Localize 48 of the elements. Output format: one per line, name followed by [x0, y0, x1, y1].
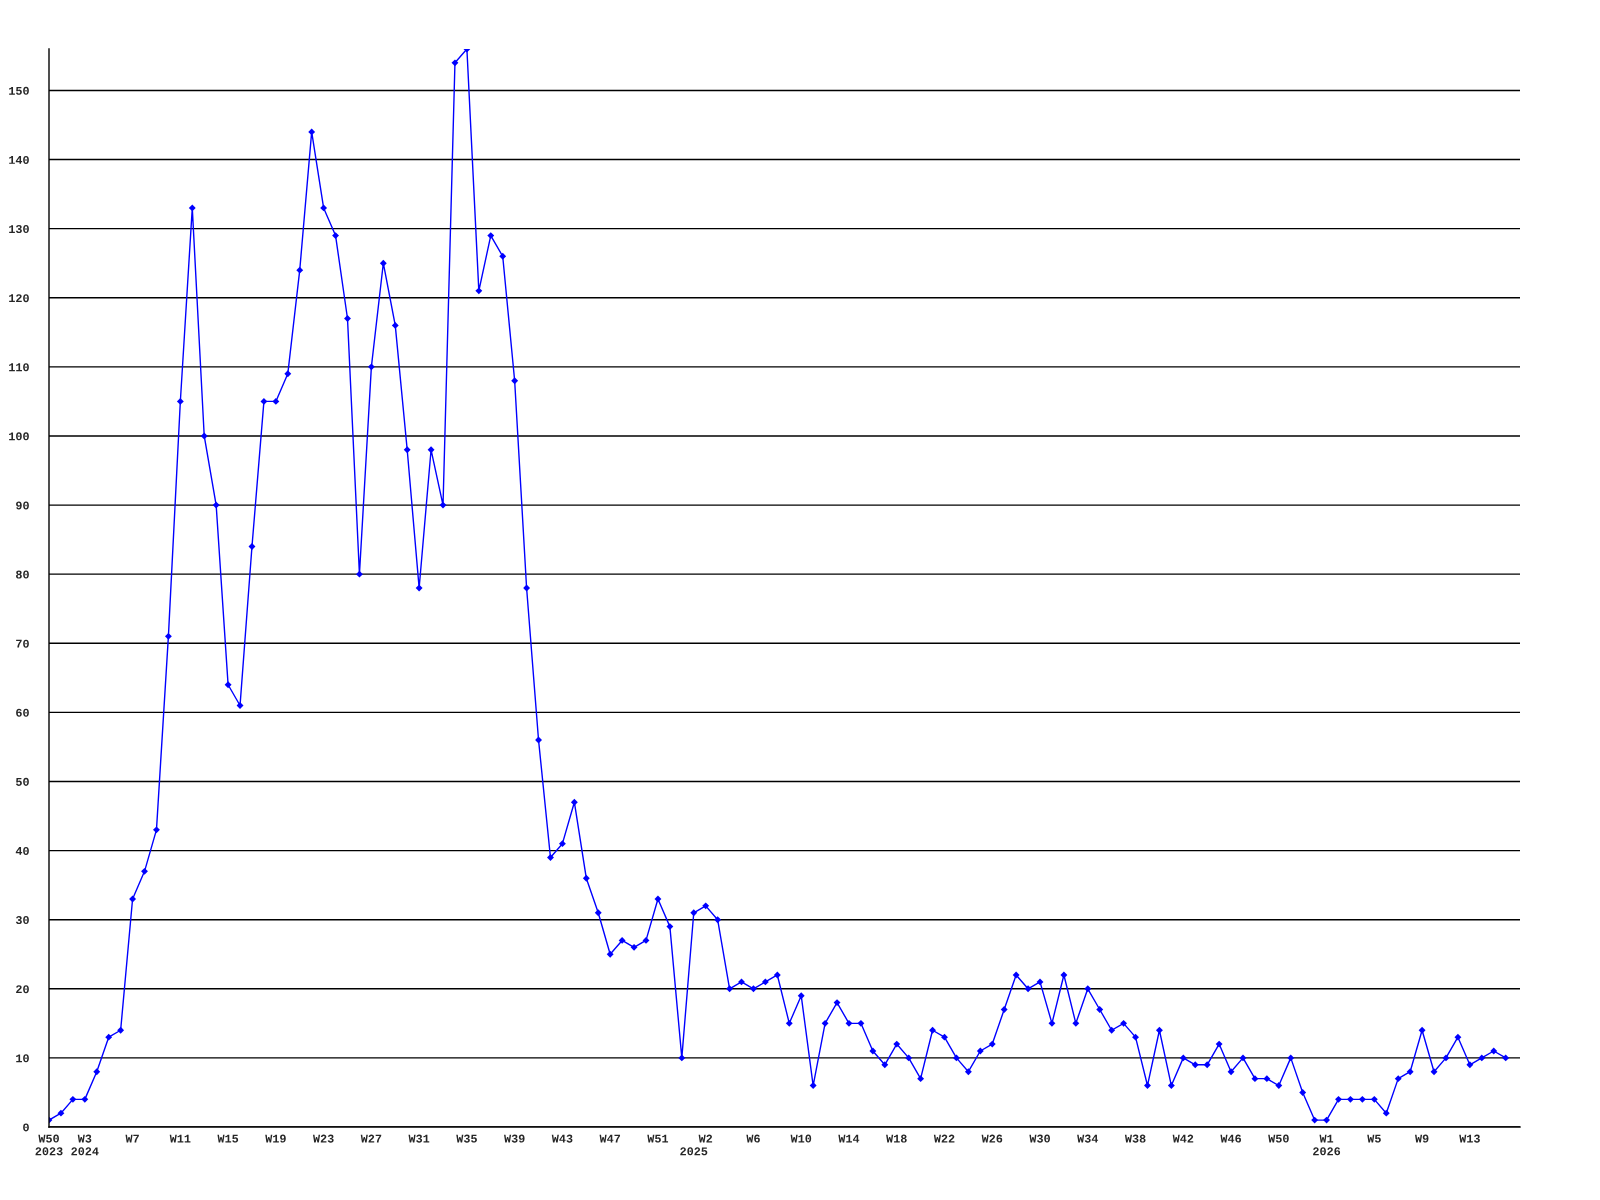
x-tick-label: W46 [1220, 1134, 1242, 1143]
y-tick-label: 110 [9, 363, 29, 372]
x-tick-label: W2 [698, 1134, 713, 1143]
x-tick-label: W7 [125, 1134, 139, 1143]
y-tick-label: 130 [9, 225, 29, 234]
x-tick-label: W31 [408, 1134, 430, 1143]
x-tick-label: W3 2024 [71, 1134, 99, 1156]
y-tick-label: 90 [16, 501, 29, 510]
y-tick-label: 20 [16, 985, 29, 994]
y-tick-label: 50 [15, 777, 29, 786]
x-tick-label: W51 [647, 1134, 669, 1143]
x-tick-label: W6 [746, 1134, 760, 1143]
y-tick-label: 120 [9, 294, 29, 303]
y-tick-label: 140 [9, 155, 29, 164]
x-tick-label: W39 [504, 1134, 525, 1143]
y-tick-label: 70 [16, 639, 29, 648]
y-tick-label: 10 [16, 1054, 29, 1063]
y-tick-label: 0 [23, 1123, 29, 1132]
x-tick-label: W14 [838, 1134, 860, 1143]
x-tick-label: W1 2026 [1313, 1134, 1341, 1156]
x-tick-label: W47 [599, 1134, 621, 1143]
x-tick-label: W10 [790, 1134, 812, 1143]
x-tick-label: W43 [551, 1134, 573, 1143]
y-tick-label: 100 [9, 432, 29, 441]
x-tick-label: W42 [1172, 1134, 1194, 1143]
x-tick-label: W23 [312, 1134, 334, 1143]
x-tick-label: W9 [1415, 1134, 1429, 1143]
y-tick-label: 80 [16, 570, 29, 579]
x-tick-label: W5 [1367, 1134, 1381, 1143]
x-tick-label: W11 [169, 1134, 191, 1143]
x-tick-label: W15 [217, 1134, 239, 1143]
x-tick-label: W34 [1077, 1134, 1099, 1143]
x-tick-label: W18 [886, 1134, 907, 1143]
x-tick-label: W22 [933, 1134, 955, 1143]
x-tick-label: W27 [360, 1134, 382, 1143]
y-tick-label: 30 [15, 916, 29, 925]
x-tick-label: W26 [981, 1134, 1003, 1143]
y-tick-label: 150 [9, 86, 29, 95]
x-tick-label: W13 [1459, 1134, 1480, 1143]
x-tick-label: W50 2023 [35, 1134, 63, 1156]
x-tick-label: 2025 [680, 1147, 708, 1156]
x-tick-label: W50 [1268, 1134, 1289, 1143]
y-tick-label: 60 [16, 708, 29, 717]
x-tick-label: W19 [265, 1134, 286, 1143]
x-tick-label: W30 [1029, 1134, 1050, 1143]
x-tick-label: W35 [456, 1134, 477, 1143]
y-tick-label: 40 [15, 846, 29, 855]
x-tick-label: W38 [1124, 1134, 1146, 1143]
